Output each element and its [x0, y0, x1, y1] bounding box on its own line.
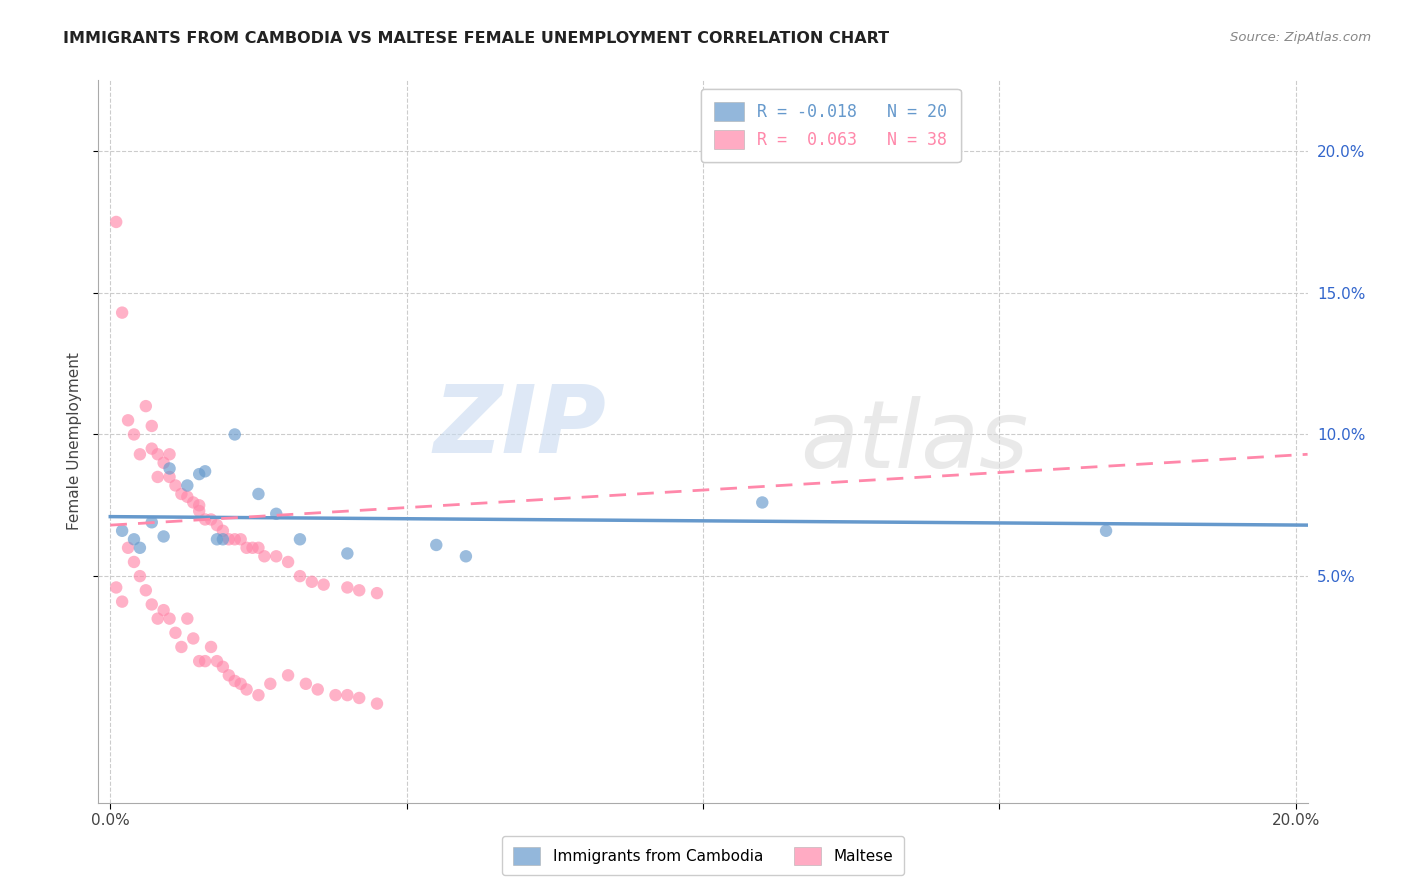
Point	[181, 495, 204, 509]
Point	[205, 654, 228, 668]
Point	[159, 447, 181, 461]
Point	[247, 541, 270, 555]
Point	[288, 533, 311, 547]
Point	[188, 504, 211, 518]
Point	[117, 541, 139, 555]
Point	[111, 524, 134, 538]
Text: IMMIGRANTS FROM CAMBODIA VS MALTESE FEMALE UNEMPLOYMENT CORRELATION CHART: IMMIGRANTS FROM CAMBODIA VS MALTESE FEMA…	[63, 31, 890, 46]
Point	[224, 533, 246, 547]
Point	[181, 632, 204, 646]
Point	[188, 498, 211, 512]
Point	[264, 507, 287, 521]
Text: atlas: atlas	[800, 396, 1028, 487]
Point	[277, 555, 299, 569]
Point	[135, 583, 157, 598]
Point	[229, 677, 252, 691]
Point	[122, 427, 145, 442]
Point	[366, 697, 388, 711]
Point	[336, 688, 359, 702]
Point	[146, 470, 169, 484]
Point	[312, 577, 335, 591]
Point	[242, 541, 264, 555]
Point	[336, 546, 359, 560]
Point	[129, 541, 152, 555]
Point	[1095, 524, 1118, 538]
Text: Source: ZipAtlas.com: Source: ZipAtlas.com	[1230, 31, 1371, 45]
Point	[205, 533, 228, 547]
Point	[146, 447, 169, 461]
Point	[194, 464, 217, 478]
Point	[205, 518, 228, 533]
Point	[224, 427, 246, 442]
Point	[295, 677, 318, 691]
Point	[307, 682, 329, 697]
Point	[152, 456, 174, 470]
Text: ZIP: ZIP	[433, 381, 606, 473]
Point	[194, 512, 217, 526]
Point	[247, 688, 270, 702]
Point	[188, 467, 211, 482]
Point	[425, 538, 447, 552]
Point	[218, 668, 240, 682]
Point	[170, 487, 193, 501]
Point	[152, 603, 174, 617]
Point	[176, 612, 198, 626]
Point	[176, 478, 198, 492]
Point	[200, 640, 222, 654]
Point	[194, 654, 217, 668]
Point	[751, 495, 773, 509]
Point	[288, 569, 311, 583]
Point	[224, 673, 246, 688]
Point	[264, 549, 287, 564]
Point	[105, 215, 128, 229]
Point	[111, 594, 134, 608]
Point	[135, 399, 157, 413]
Point	[165, 478, 187, 492]
Point	[200, 512, 222, 526]
Point	[336, 581, 359, 595]
Point	[141, 598, 163, 612]
Point	[165, 625, 187, 640]
Point	[117, 413, 139, 427]
Point	[170, 640, 193, 654]
Point	[159, 461, 181, 475]
Point	[122, 555, 145, 569]
Point	[129, 569, 152, 583]
Point	[188, 654, 211, 668]
Legend: R = -0.018   N = 20, R =  0.063   N = 38: R = -0.018 N = 20, R = 0.063 N = 38	[700, 88, 960, 162]
Point	[247, 487, 270, 501]
Point	[229, 533, 252, 547]
Point	[212, 533, 235, 547]
Point	[253, 549, 276, 564]
Legend: Immigrants from Cambodia, Maltese: Immigrants from Cambodia, Maltese	[502, 837, 904, 875]
Point	[141, 419, 163, 434]
Point	[212, 660, 235, 674]
Point	[159, 612, 181, 626]
Point	[152, 529, 174, 543]
Point	[146, 612, 169, 626]
Point	[212, 524, 235, 538]
Point	[159, 470, 181, 484]
Point	[176, 490, 198, 504]
Point	[235, 682, 257, 697]
Point	[347, 583, 370, 598]
Point	[366, 586, 388, 600]
Point	[277, 668, 299, 682]
Point	[141, 516, 163, 530]
Point	[129, 447, 152, 461]
Point	[325, 688, 347, 702]
Point	[105, 581, 128, 595]
Point	[122, 533, 145, 547]
Point	[347, 690, 370, 705]
Point	[218, 533, 240, 547]
Point	[235, 541, 257, 555]
Point	[259, 677, 281, 691]
Point	[301, 574, 323, 589]
Point	[141, 442, 163, 456]
Y-axis label: Female Unemployment: Female Unemployment	[67, 352, 83, 531]
Point	[111, 305, 134, 319]
Point	[454, 549, 477, 564]
